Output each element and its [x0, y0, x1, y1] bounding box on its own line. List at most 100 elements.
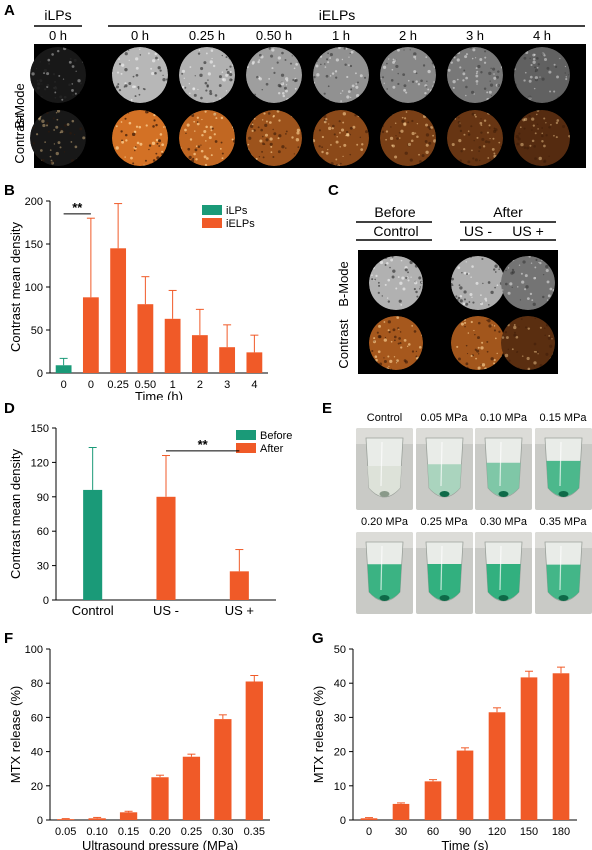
bar [182, 756, 201, 820]
x-tick-label: 0.10 [86, 826, 107, 838]
y-tick-label: 150 [31, 423, 49, 435]
y-axis-label: Contrast mean density [8, 221, 23, 352]
bar [119, 812, 138, 820]
bar [110, 248, 127, 373]
bar [191, 335, 208, 373]
x-tick-label: 0 [61, 379, 67, 391]
y-tick-label: 60 [37, 526, 49, 538]
panel-e-tube-photos: Control 0.05 MPa 0.10 MPa 0.15 MPa 0.20 MPa 0… [356, 412, 592, 618]
bar [456, 750, 474, 820]
tube-photo [534, 428, 592, 510]
bar [245, 681, 263, 820]
x-tick-label: US - [153, 603, 179, 618]
y-tick-label: 10 [334, 781, 346, 793]
tube-photo [356, 428, 413, 510]
bar [229, 571, 249, 600]
y-tick-label: 30 [37, 561, 49, 573]
bar [488, 712, 506, 820]
tube-photo [534, 532, 592, 614]
row-label-contrast: Contrast [12, 114, 27, 164]
y-tick-label: 50 [31, 325, 43, 337]
chart-b: 0 50 100 150 200 0 0 0.25 0.50 1 2 3 4 Time (h) Contra… [8, 196, 268, 400]
bar [137, 304, 154, 373]
x-tick-label: US + [225, 603, 254, 618]
x-tick-label: 120 [488, 826, 506, 838]
significance-mark: ** [72, 200, 83, 215]
bmode-image [380, 47, 436, 103]
legend-label: iELPs [226, 218, 255, 230]
y-axis-label: MTX release (%) [311, 686, 326, 784]
y-tick-label: 30 [334, 712, 346, 724]
legend-swatch [236, 443, 256, 453]
x-tick-label: 3 [224, 379, 230, 391]
bar [219, 347, 236, 373]
time-label: 0.25 h [189, 28, 225, 43]
tube-photo [415, 532, 473, 614]
x-tick-label: Control [72, 603, 114, 618]
tube-photo [356, 532, 413, 614]
bar [57, 819, 75, 820]
x-tick-label: 0.30 [212, 826, 233, 838]
x-tick-label: 90 [459, 826, 471, 838]
x-tick-label: 0 [366, 826, 372, 838]
bar [520, 677, 538, 820]
panel-label-c: C [328, 182, 339, 199]
tube-label: 0.10 MPa [479, 412, 528, 424]
bar [156, 496, 176, 600]
contrast-image [246, 110, 302, 166]
y-tick-label: 50 [334, 644, 346, 656]
x-axis-label: Time (s) [441, 838, 488, 850]
y-tick-label: 40 [334, 678, 346, 690]
panel-c-ultrasound-images: Before After Control US - US + B-Mode Cont… [336, 204, 558, 374]
y-tick-label: 100 [25, 644, 43, 656]
x-tick-label: 0.25 [181, 826, 202, 838]
x-axis-label: Ultrasound pressure (MPa) [82, 838, 238, 850]
tube-label: 0.30 MPa [479, 516, 528, 528]
column-label: Control [373, 223, 418, 239]
panel-a-ultrasound-images: iLPs iELPs 0 h 0 h 0.25 h 0.50 h 1 h 2 h 3 h 4 … [12, 7, 586, 168]
tube-label: Control [366, 412, 403, 424]
bar [83, 489, 103, 600]
tube-photo [475, 428, 532, 510]
legend-label: Before [260, 430, 292, 442]
header-after: After [493, 204, 523, 220]
time-label: 0 h [49, 28, 67, 43]
header-before: Before [374, 204, 415, 220]
tube-photo [415, 428, 473, 510]
bar [55, 365, 72, 373]
group-label-ilps: iLPs [44, 7, 71, 23]
contrast-image [447, 110, 503, 166]
significance-mark: ** [198, 437, 209, 452]
bmode-image [30, 47, 86, 103]
y-axis-label: Contrast mean density [8, 448, 23, 579]
x-tick-label: 0.15 [118, 826, 139, 838]
y-tick-label: 60 [31, 712, 43, 724]
bar [214, 719, 232, 820]
bar [552, 673, 570, 820]
row-label-contrast: Contrast [336, 319, 351, 369]
x-tick-label: 30 [395, 826, 407, 838]
column-label: US + [512, 223, 544, 239]
x-tick-label: 0.35 [244, 826, 265, 838]
x-tick-label: 1 [170, 379, 176, 391]
bar [151, 777, 169, 820]
bmode-image [112, 47, 168, 103]
panel-label-b: B [4, 182, 15, 199]
tube-label: 0.15 MPa [539, 412, 587, 424]
group-label-ielps: iELPs [319, 7, 356, 23]
y-tick-label: 120 [31, 457, 49, 469]
column-label: US - [464, 223, 492, 239]
row-label-bmode: B-Mode [12, 83, 27, 129]
bmode-image [447, 47, 503, 103]
legend-swatch [202, 218, 222, 228]
y-tick-label: 100 [25, 282, 43, 294]
x-axis-label: Time (h) [135, 389, 183, 400]
chart-f: 0 20 40 60 80 100 0.05 0.10 0.15 0.20 0.25 0.30 0.35… [8, 644, 270, 850]
row-label-bmode: B-Mode [336, 261, 351, 307]
x-tick-label: 60 [427, 826, 439, 838]
bar [392, 803, 410, 820]
tube-label: 0.35 MPa [539, 516, 587, 528]
legend-swatch [236, 430, 256, 440]
bar [88, 818, 106, 820]
panel-label-f: F [4, 630, 14, 647]
